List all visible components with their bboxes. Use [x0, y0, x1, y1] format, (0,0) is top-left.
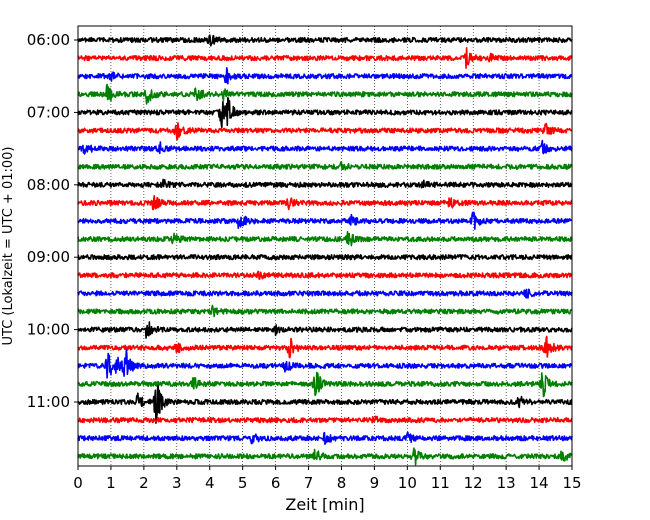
trace-10:15: [77, 335, 573, 359]
traces: [77, 34, 573, 466]
trace-10:30: [77, 349, 573, 379]
x-tick-label: 11: [431, 474, 450, 492]
y-tick-label: 10:00: [27, 321, 70, 339]
x-tick-label: 7: [304, 474, 314, 492]
x-tick-label: 14: [530, 474, 549, 492]
trace-08:30: [77, 211, 573, 230]
plot-frame: [77, 25, 573, 467]
x-tick-label: 13: [497, 474, 516, 492]
y-tick-label: 11:00: [27, 393, 70, 411]
trace-07:00: [77, 96, 573, 129]
x-tick-label: 9: [370, 474, 380, 492]
trace-09:30: [77, 288, 573, 299]
x-tick-label: 6: [271, 474, 281, 492]
trace-11:30: [77, 431, 573, 445]
x-tick-label: 2: [139, 474, 149, 492]
trace-07:30: [77, 139, 573, 155]
x-tick-label: 1: [106, 474, 116, 492]
trace-08:15: [77, 194, 573, 211]
x-tick-label: 5: [238, 474, 248, 492]
trace-06:30: [77, 67, 573, 85]
trace-11:45: [77, 447, 573, 466]
x-tick-label: 4: [205, 474, 215, 492]
y-tick-label: 07:00: [27, 103, 70, 121]
y-tick-label: 06:00: [27, 31, 70, 49]
y-axis-label: UTC (Lokalzeit = UTC + 01:00): [1, 147, 16, 346]
trace-09:15: [77, 270, 573, 280]
y-axis: 06:00 07:00 08:00 09:00 10:00 11:00: [27, 31, 78, 411]
trace-11:00: [77, 384, 573, 424]
trace-06:45: [77, 83, 573, 105]
x-axis: 0 1 2 3 4 5 6 7 8 9 10 11 12 13 14 15: [73, 466, 582, 492]
x-tick-label: 3: [172, 474, 182, 492]
x-axis-label: Zeit [min]: [285, 495, 364, 514]
y-tick-label: 09:00: [27, 248, 70, 266]
trace-07:45: [77, 161, 573, 171]
x-tick-label: 0: [73, 474, 83, 492]
y-tick-label: 08:00: [27, 176, 70, 194]
grid: [110, 26, 540, 466]
x-tick-label: 12: [464, 474, 483, 492]
x-tick-label: 15: [562, 474, 581, 492]
trace-09:45: [77, 304, 573, 318]
trace-09:00: [77, 254, 573, 261]
trace-08:45: [77, 230, 573, 247]
trace-10:45: [77, 371, 573, 398]
trace-06:00: [77, 34, 573, 47]
trace-08:00: [77, 178, 573, 189]
trace-06:15: [77, 47, 573, 69]
trace-10:00: [77, 321, 573, 339]
trace-07:15: [77, 122, 573, 141]
trace-11:15: [77, 415, 573, 424]
x-tick-label: 8: [337, 474, 347, 492]
x-tick-label: 10: [398, 474, 417, 492]
